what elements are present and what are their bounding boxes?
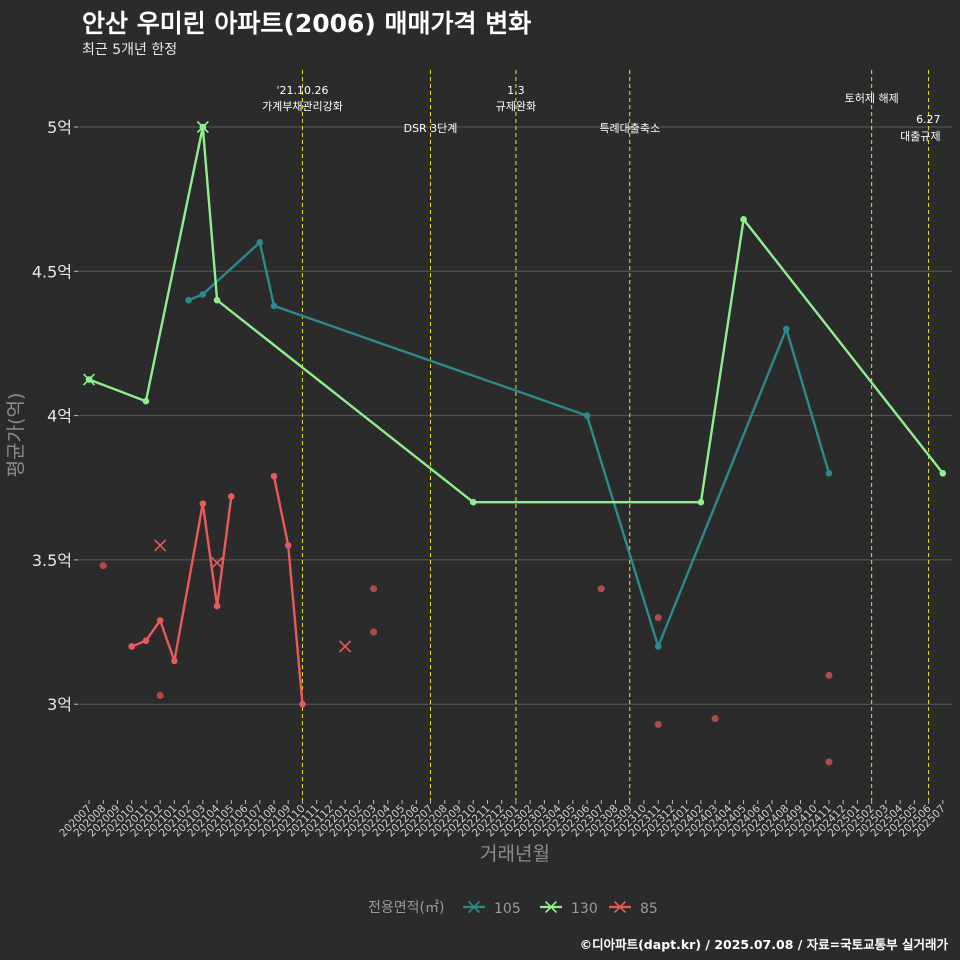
data-point: [128, 643, 135, 650]
y-axis-title: 평균가(억): [5, 393, 27, 478]
data-point: [270, 302, 278, 310]
data-point: [99, 562, 107, 570]
data-point: [583, 412, 591, 419]
source-caption: ©디아파트(dapt.kr) / 2025.07.08 / 자료=국토교통부 실…: [579, 937, 948, 952]
data-point: [228, 493, 235, 500]
data-point: [740, 216, 747, 223]
data-point: [370, 585, 378, 593]
event-label: 대출규제: [900, 130, 940, 143]
data-point: [825, 671, 833, 679]
legend-label: 105: [494, 901, 521, 917]
legend: 전용면적(㎡) 105 130 85: [368, 900, 658, 917]
data-point: [156, 617, 164, 624]
data-point: [597, 585, 605, 593]
event-label: 1.3: [507, 84, 525, 97]
x-marker: [339, 640, 352, 653]
event-label: '21.10.26: [276, 84, 328, 97]
data-point: [654, 720, 662, 728]
data-point: [370, 628, 378, 636]
legend-title: 전용면적(㎡): [368, 900, 444, 916]
data-point: [825, 758, 833, 766]
event-label: 가계부채관리강화: [262, 100, 343, 113]
x-marker-stroke: [154, 539, 167, 552]
series-line-85: [131, 496, 233, 663]
data-point: [654, 643, 662, 650]
legend-swatch-cross: [467, 900, 481, 914]
y-tick-label: 4.5억: [32, 262, 72, 281]
series-line-130: [88, 125, 944, 504]
y-tick-label: 3.5억: [32, 551, 72, 570]
data-point: [654, 614, 662, 622]
data-point: [256, 239, 264, 246]
y-tick-label: 5억: [47, 118, 72, 137]
data-point: [469, 498, 477, 506]
x-marker-stroke: [211, 556, 224, 569]
data-point: [142, 397, 150, 405]
data-point: [156, 692, 164, 700]
x-marker: [196, 120, 209, 134]
event-label: 토허제 해제: [845, 91, 899, 105]
x-marker: [154, 539, 167, 552]
data-point: [270, 472, 278, 480]
data-point: [284, 542, 292, 549]
data-point: [782, 325, 790, 333]
data-point: [199, 291, 207, 298]
y-tick-label: 4억: [47, 407, 72, 426]
event-label: 6.27: [916, 113, 941, 126]
y-tick-label: 3억: [47, 695, 72, 714]
data-point: [711, 715, 719, 723]
data-point: [199, 500, 207, 507]
series-line-85: [272, 475, 304, 705]
x-marker-stroke: [82, 373, 96, 386]
data-point: [213, 296, 221, 304]
data-point: [142, 637, 150, 645]
chart-subtitle: 최근 5개년 한정: [82, 42, 178, 58]
chart-title: 안산 우미린 아파트(2006) 매매가격 변화: [82, 9, 532, 38]
data-point: [213, 602, 221, 610]
x-marker-stroke: [196, 120, 209, 134]
x-axis: 2020072020082020092020102020112020122021…: [57, 800, 948, 839]
data-point: [299, 700, 306, 708]
event-label: 규제완화: [496, 100, 536, 113]
data-point: [697, 498, 705, 506]
legend-swatch-cross: [613, 900, 627, 914]
data-point: [825, 470, 833, 477]
y-axis: 3억 3.5억 4억 4.5억 5억: [32, 118, 78, 714]
legend-label: 130: [571, 901, 598, 917]
event-label: 특례대출축소: [599, 122, 660, 135]
legend-swatch-cross: [544, 900, 558, 914]
x-marker: [211, 556, 224, 569]
x-marker: [82, 373, 96, 386]
data-point: [939, 470, 947, 477]
series-line-105: [188, 241, 831, 648]
data-point: [185, 296, 192, 304]
data-point: [171, 657, 178, 665]
series-layer: [82, 120, 947, 766]
x-axis-title: 거래년월: [480, 843, 550, 865]
x-marker-stroke: [339, 640, 352, 653]
event-label: DSR 3단계: [404, 122, 458, 135]
legend-label: 85: [640, 901, 658, 917]
